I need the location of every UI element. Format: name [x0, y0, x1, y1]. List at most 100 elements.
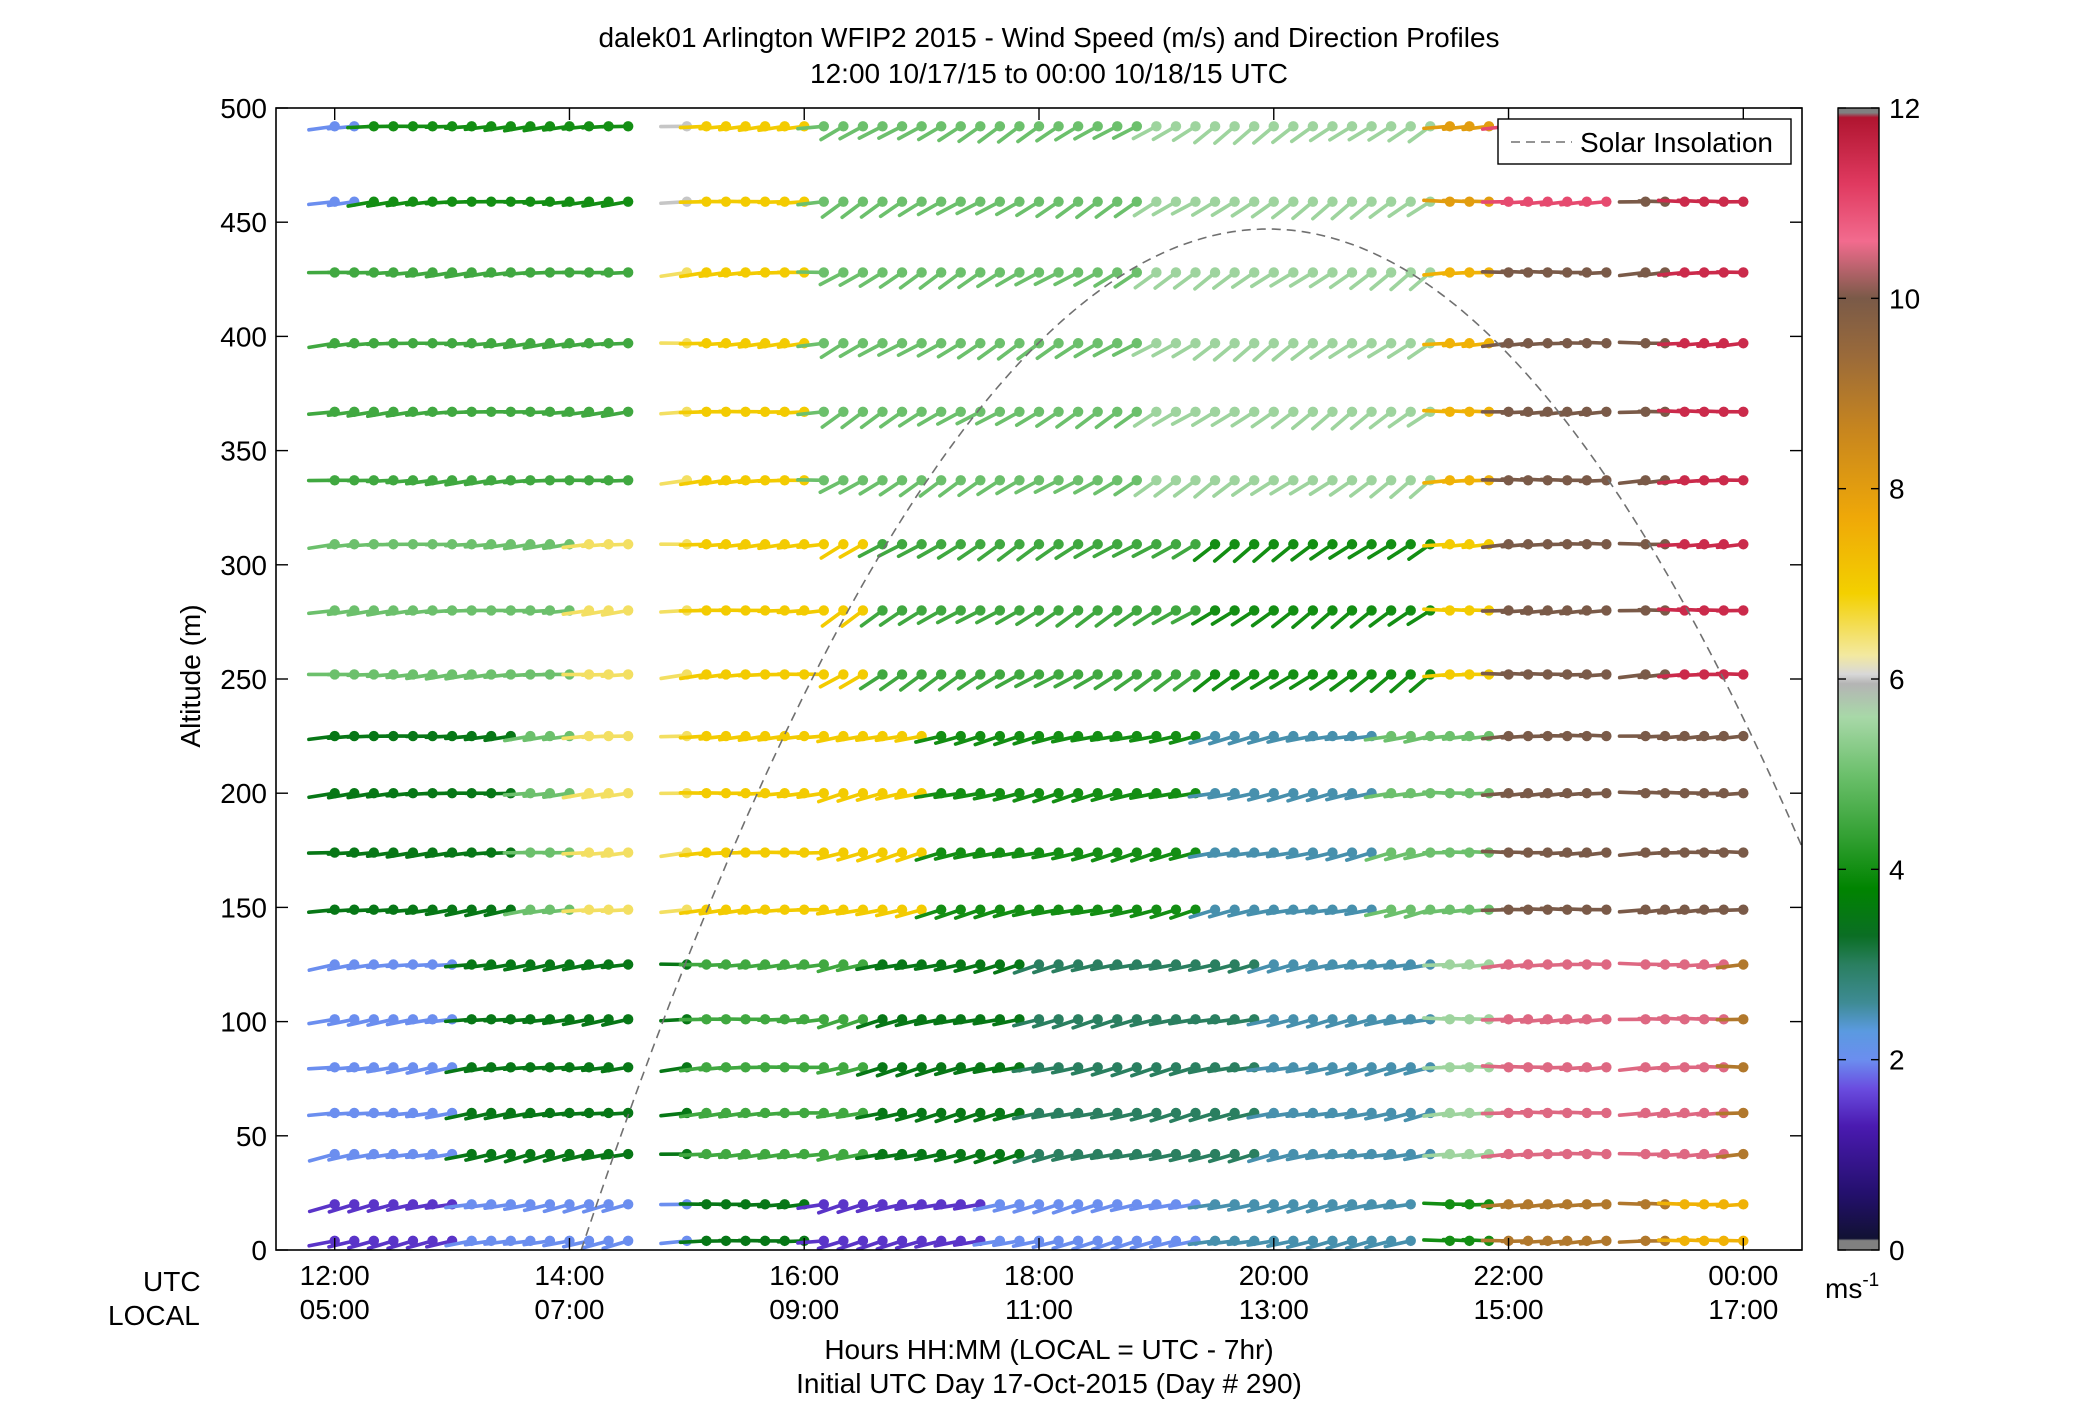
- wind-barb-head: [1131, 605, 1143, 616]
- wind-barb-head: [1249, 959, 1260, 970]
- wind-barb-head: [1249, 406, 1260, 417]
- wind-barb-head: [1327, 847, 1338, 858]
- wind-barb-head: [1405, 406, 1416, 417]
- wind-barb: [346, 1235, 380, 1250]
- wind-barb-head: [1033, 1199, 1045, 1210]
- wind-barb-head: [975, 904, 986, 915]
- wind-barb-head: [975, 1107, 986, 1119]
- wind-barb-head: [1268, 475, 1279, 486]
- wind-barb-head: [1738, 847, 1749, 858]
- wind-barb-head: [1053, 605, 1064, 616]
- wind-barb: [1325, 847, 1358, 862]
- wind-barb-head: [1366, 406, 1377, 417]
- wind-barb-head: [1738, 669, 1749, 680]
- wind-barb-head: [1385, 669, 1397, 680]
- wind-barb-head: [975, 267, 986, 278]
- colorbar-tick-label: 8: [1889, 474, 1905, 505]
- wind-barb: [1129, 847, 1162, 863]
- wind-barb: [1344, 1235, 1377, 1250]
- wind-barb-head: [1268, 121, 1279, 132]
- wind-barb: [1247, 959, 1279, 974]
- wind-barb: [600, 1107, 634, 1119]
- wind-barb-head: [1033, 605, 1045, 616]
- wind-barb-head: [1131, 338, 1143, 349]
- wind-barb: [1715, 1199, 1749, 1210]
- wind-barb-head: [838, 1062, 849, 1073]
- wind-barb: [816, 1062, 849, 1075]
- wind-barb-head: [1366, 1062, 1377, 1073]
- wind-barb-head: [622, 267, 634, 278]
- wind-barb: [972, 788, 1006, 801]
- wind-barb-head: [349, 1199, 360, 1210]
- wind-barb-head: [1112, 196, 1123, 207]
- wind-barb: [1129, 904, 1162, 919]
- wind-barb-head: [1209, 539, 1221, 550]
- wind-barb-head: [1738, 196, 1749, 207]
- wind-barb-head: [818, 539, 829, 550]
- wind-barb-head: [622, 196, 634, 207]
- wind-barb-head: [1738, 959, 1749, 970]
- wind-barb-head: [1053, 475, 1064, 486]
- wind-barb-head: [1131, 1235, 1143, 1247]
- wind-barb-head: [1327, 539, 1338, 550]
- wind-barb-head: [857, 1199, 869, 1210]
- wind-barb-head: [1112, 1062, 1123, 1073]
- wind-barb-head: [1209, 669, 1221, 680]
- wind-barb: [1578, 904, 1612, 915]
- wind-barb: [855, 1062, 888, 1077]
- wind-barb: [600, 1148, 634, 1160]
- wind-barb-head: [896, 1107, 908, 1119]
- wind-barb-head: [975, 730, 986, 742]
- wind-barb: [483, 1148, 516, 1163]
- wind-barb-head: [1229, 121, 1240, 132]
- wind-barb-head: [818, 1235, 829, 1247]
- wind-barb-head: [1170, 669, 1182, 680]
- wind-barb-head: [1385, 338, 1397, 349]
- wind-barb-head: [818, 959, 829, 970]
- wind-barb-head: [896, 539, 908, 550]
- local-row-label: LOCAL: [108, 1300, 200, 1331]
- wind-barb: [816, 1199, 849, 1215]
- wind-barb-head: [994, 196, 1006, 207]
- wind-barb-head: [1288, 196, 1299, 207]
- wind-barb-head: [1209, 338, 1221, 349]
- wind-barb-head: [1268, 605, 1279, 616]
- wind-barb-head: [1033, 1014, 1045, 1025]
- wind-barb: [953, 730, 986, 746]
- wind-barb-head: [1112, 1014, 1123, 1025]
- wind-barb-head: [1601, 959, 1612, 970]
- wind-barb-head: [1346, 847, 1358, 858]
- wind-barb-head: [1601, 539, 1612, 550]
- wind-barb-head: [1170, 1107, 1182, 1119]
- wind-barb-head: [896, 669, 908, 680]
- wind-barb: [1227, 959, 1260, 974]
- wind-barb-head: [1209, 121, 1221, 132]
- wind-barb: [855, 1014, 888, 1030]
- wind-barb-head: [916, 1107, 927, 1119]
- wind-barb-head: [935, 338, 947, 349]
- wind-barb-head: [622, 1014, 634, 1025]
- wind-barb: [1383, 1235, 1416, 1249]
- wind-barb-head: [1601, 1235, 1612, 1247]
- wind-barb-head: [1346, 539, 1358, 550]
- wind-barb-head: [1288, 121, 1299, 132]
- wind-barb: [1090, 1062, 1123, 1077]
- wind-barb-head: [1092, 196, 1103, 207]
- wind-barb: [816, 1014, 849, 1030]
- wind-barb-head: [1053, 338, 1064, 349]
- wind-barb: [875, 847, 908, 863]
- wind-barb-head: [994, 406, 1006, 417]
- wind-barb-head: [1053, 1014, 1064, 1025]
- wind-barb-head: [1229, 338, 1240, 349]
- wind-barb-head: [505, 1148, 516, 1160]
- wind-barb: [386, 1235, 419, 1250]
- wind-barb-head: [916, 406, 927, 417]
- wind-barb-head: [1346, 338, 1358, 349]
- wind-barb: [1285, 1235, 1319, 1250]
- wind-barb-head: [1738, 730, 1749, 742]
- wind-barb-head: [838, 475, 849, 486]
- wind-barb-head: [916, 196, 927, 207]
- wind-barb-head: [1053, 196, 1064, 207]
- wind-barb-head: [1014, 475, 1025, 486]
- wind-barb-head: [1249, 539, 1260, 550]
